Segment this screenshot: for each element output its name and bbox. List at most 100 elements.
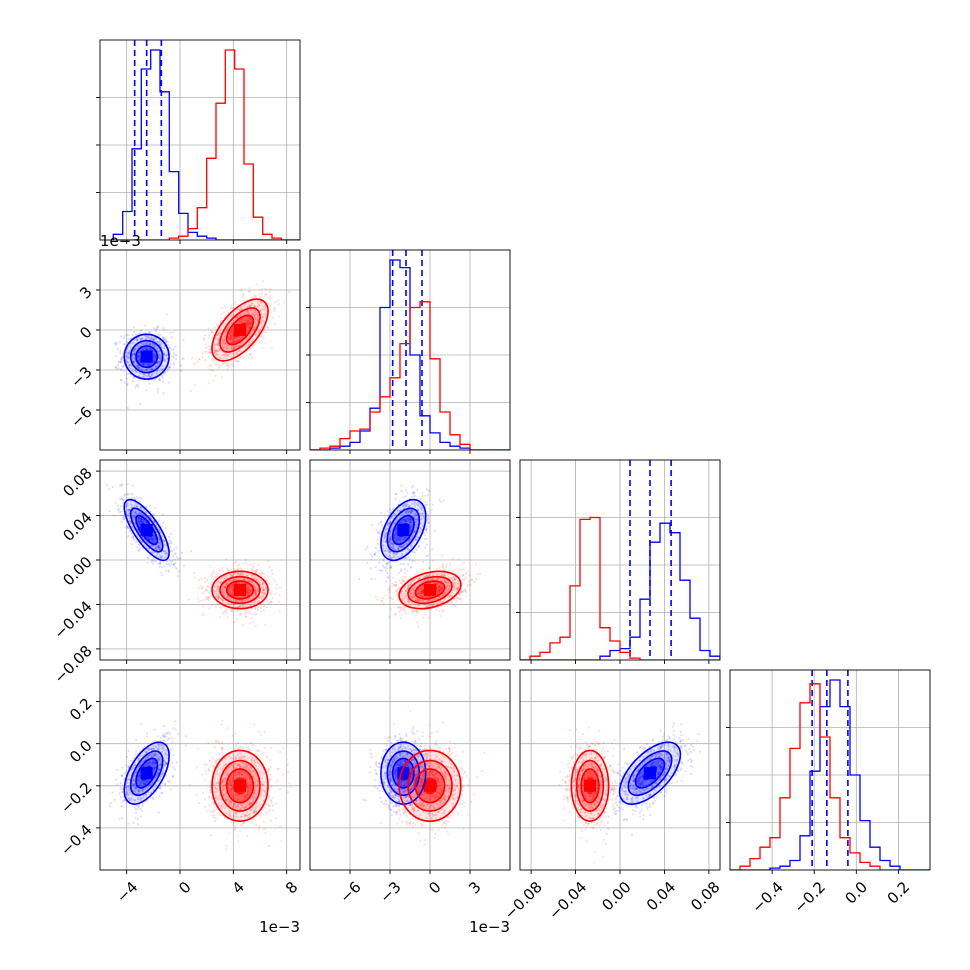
scatter-point <box>137 517 140 520</box>
scatter-point <box>156 552 159 555</box>
scatter-point <box>248 580 251 583</box>
scatter-point <box>225 364 229 367</box>
scatter-point <box>153 354 156 357</box>
scatter-point <box>228 586 231 590</box>
scatter-point <box>166 357 169 360</box>
scatter-point <box>219 357 222 360</box>
scatter-point <box>222 585 226 589</box>
scatter-point <box>249 597 252 600</box>
scatter-point <box>223 354 226 357</box>
scatter-point <box>225 348 228 351</box>
scatter-point <box>397 547 400 551</box>
scatter-point <box>222 579 225 582</box>
scatter-point <box>377 542 380 545</box>
scatter-point <box>215 574 218 577</box>
scatter-point <box>132 361 135 364</box>
scatter-point <box>251 337 254 341</box>
scatter-point <box>227 325 230 329</box>
scatter-point <box>266 325 269 329</box>
scatter-point <box>158 334 161 337</box>
scatter-point <box>120 358 123 361</box>
scatter-point <box>127 356 130 359</box>
scatter-point <box>132 350 135 353</box>
scatter-point <box>384 594 387 597</box>
scatter-point <box>249 353 252 356</box>
scatter-point <box>154 356 157 359</box>
scatter-point <box>200 599 203 602</box>
scatter-point <box>229 585 232 588</box>
scatter-point <box>228 362 231 365</box>
scatter-point <box>277 300 280 303</box>
scatter-point <box>231 341 234 344</box>
scatter-point <box>238 322 241 325</box>
scatter-point <box>133 511 137 514</box>
scatter-point <box>238 605 241 608</box>
scatter-point <box>415 524 418 527</box>
scatter-point <box>431 503 434 506</box>
scatter-point <box>238 349 241 353</box>
scatter-point <box>255 592 258 595</box>
scatter-point <box>124 494 127 497</box>
scatter-point <box>246 321 249 324</box>
scatter-point <box>119 510 122 513</box>
scatter-point <box>250 318 253 321</box>
scatter-point <box>255 569 258 572</box>
scatter-point <box>159 556 162 559</box>
scatter-point <box>153 359 156 362</box>
scatter-point <box>151 539 154 543</box>
scatter-point <box>156 545 159 548</box>
scatter-point <box>215 323 218 326</box>
scatter-point <box>129 500 133 503</box>
scatter-point <box>425 525 428 528</box>
scatter-point <box>410 565 413 568</box>
scatter-point <box>242 573 245 576</box>
scatter-point <box>254 305 257 308</box>
scatter-point <box>153 343 156 347</box>
scatter-point <box>126 508 129 512</box>
scatter-point <box>421 495 424 498</box>
scatter-point <box>248 604 251 607</box>
scatter-point <box>240 320 243 323</box>
scatter-point <box>256 318 259 321</box>
scatter-point <box>404 568 407 571</box>
scatter-point <box>215 343 218 346</box>
scatter-point <box>246 587 249 590</box>
scatter-point <box>248 326 251 329</box>
scatter-point <box>222 357 225 360</box>
scatter-point <box>167 569 170 572</box>
scatter-point <box>230 568 233 571</box>
scatter-point <box>249 563 253 566</box>
scatter-point <box>394 492 397 495</box>
scatter-point <box>425 488 428 491</box>
scatter-point <box>410 517 413 521</box>
scatter-point <box>151 344 154 347</box>
scatter-point <box>213 343 216 346</box>
scatter-point <box>222 342 225 345</box>
scatter-point <box>228 337 231 340</box>
scatter-point <box>239 307 242 310</box>
scatter-point <box>256 306 259 309</box>
scatter-point <box>427 521 430 525</box>
scatter-point <box>111 485 114 488</box>
scatter-point <box>248 305 251 308</box>
scatter-point <box>262 609 265 612</box>
scatter-point <box>210 330 214 333</box>
scatter-point <box>203 598 206 602</box>
scatter-point <box>144 337 147 340</box>
scatter-point <box>403 538 406 541</box>
scatter-point <box>146 342 149 345</box>
scatter-point <box>433 529 436 533</box>
scatter-point <box>247 591 250 594</box>
scatter-point <box>222 324 225 328</box>
scatter-point <box>419 526 422 530</box>
scatter-point <box>231 342 234 345</box>
scatter-point <box>140 521 143 524</box>
scatter-point <box>207 345 210 348</box>
scatter-point <box>228 338 231 341</box>
scatter-point <box>382 540 385 544</box>
scatter-point <box>381 569 384 572</box>
scatter-point <box>137 374 140 377</box>
scatter-point <box>224 582 228 585</box>
scatter-point <box>145 349 149 352</box>
scatter-point <box>402 563 405 566</box>
